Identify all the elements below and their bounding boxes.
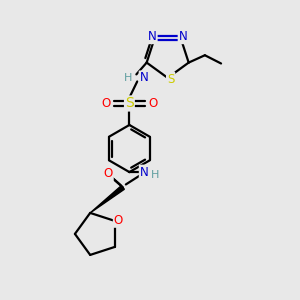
Text: N: N bbox=[178, 30, 188, 43]
Text: O: O bbox=[101, 97, 111, 110]
Text: H: H bbox=[124, 73, 132, 83]
Text: S: S bbox=[167, 73, 174, 85]
Text: O: O bbox=[103, 167, 113, 180]
Text: O: O bbox=[148, 97, 157, 110]
Text: N: N bbox=[140, 71, 148, 84]
Polygon shape bbox=[90, 185, 124, 213]
Text: N: N bbox=[148, 30, 157, 43]
Text: S: S bbox=[125, 97, 134, 110]
Text: H: H bbox=[151, 170, 160, 180]
Text: O: O bbox=[114, 214, 123, 227]
Text: N: N bbox=[140, 166, 148, 178]
